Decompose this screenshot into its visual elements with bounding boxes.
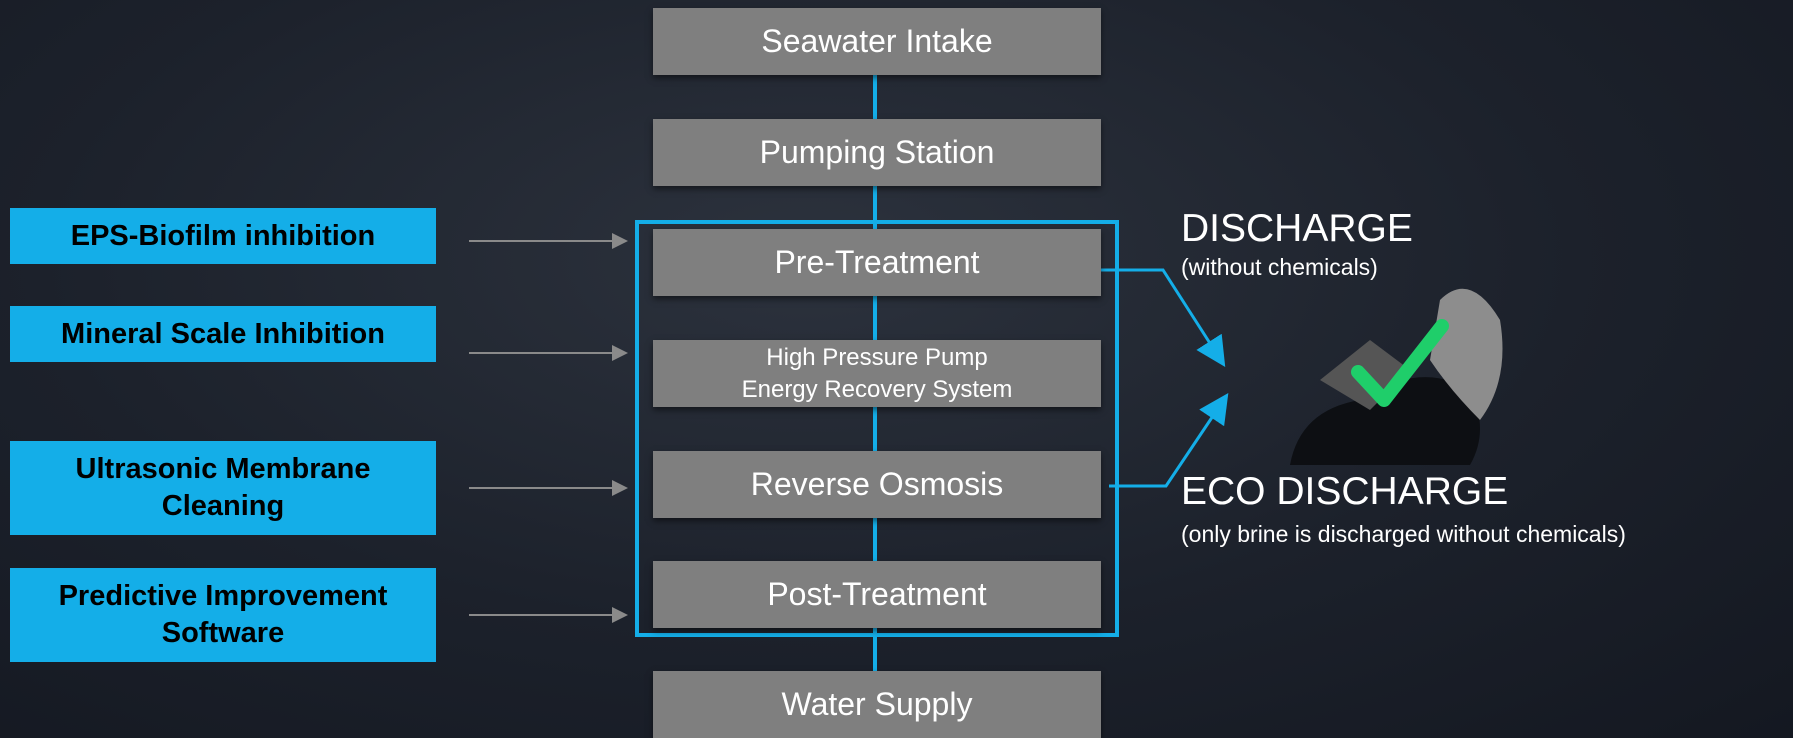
solution-box: EPS-Biofilm inhibition — [10, 208, 436, 264]
discharge-arrows — [1101, 270, 1225, 486]
process-step: Reverse Osmosis — [653, 451, 1101, 518]
solution-box: Predictive Improvement Software — [10, 568, 436, 662]
solution-label: Ultrasonic Membrane Cleaning — [60, 451, 386, 525]
solution-label: Predictive Improvement Software — [30, 578, 416, 652]
solution-box: Mineral Scale Inhibition — [10, 306, 436, 362]
solution-label: Mineral Scale Inhibition — [61, 316, 385, 353]
discharge-subtitle: (without chemicals) — [1181, 254, 1378, 281]
step-label: Reverse Osmosis — [751, 466, 1004, 503]
process-step: Post-Treatment — [653, 561, 1101, 628]
solution-label: EPS-Biofilm inhibition — [71, 218, 375, 255]
step-label: Pre-Treatment — [774, 244, 979, 281]
step-label: Water Supply — [782, 686, 973, 723]
eco-discharge-title: ECO DISCHARGE — [1181, 470, 1508, 514]
process-step: Water Supply — [653, 671, 1101, 738]
step-label: Post-Treatment — [767, 576, 986, 613]
solution-arrows — [469, 241, 626, 615]
solution-box: Ultrasonic Membrane Cleaning — [10, 441, 436, 535]
process-step: Pre-Treatment — [653, 229, 1101, 296]
page: Seawater Intake Pumping Station Pre-Trea… — [0, 0, 1793, 738]
step-label: Pumping Station — [760, 134, 995, 171]
eco-illustration — [1290, 289, 1503, 465]
discharge-title: DISCHARGE — [1181, 207, 1413, 251]
process-step: Pumping Station — [653, 119, 1101, 186]
step-label: Seawater Intake — [761, 23, 992, 60]
process-step: Seawater Intake — [653, 8, 1101, 75]
eco-discharge-subtitle: (only brine is discharged without chemic… — [1181, 521, 1626, 548]
step-label: Energy Recovery System — [742, 374, 1013, 406]
step-label: High Pressure Pump — [766, 342, 987, 374]
